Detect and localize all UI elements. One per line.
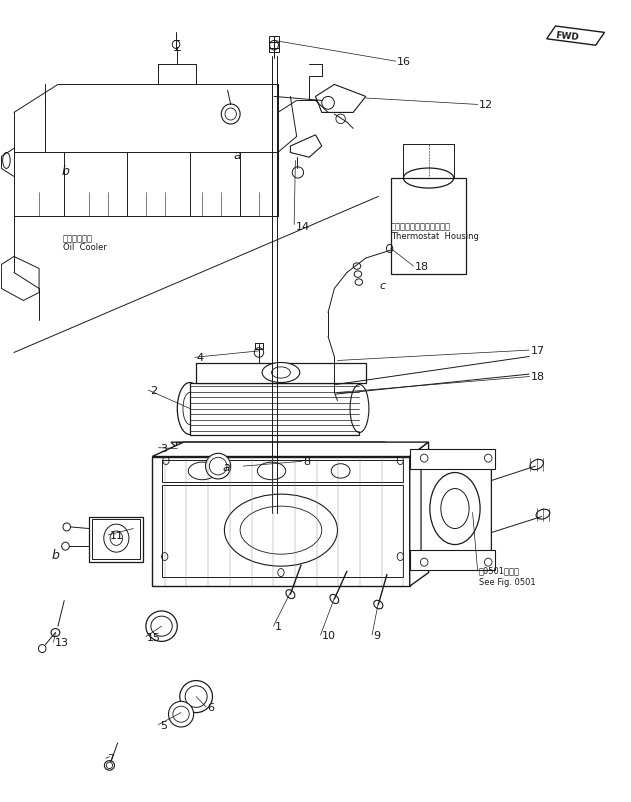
Polygon shape	[171, 443, 391, 449]
Ellipse shape	[177, 383, 203, 435]
Ellipse shape	[168, 702, 194, 727]
Polygon shape	[152, 457, 410, 586]
Text: 9: 9	[374, 630, 380, 640]
Text: 18: 18	[415, 261, 429, 272]
Bar	[196, 363, 366, 383]
Text: 18: 18	[531, 372, 545, 382]
Text: a: a	[234, 148, 242, 161]
Bar	[162, 485, 403, 577]
Text: サーモスタットハウジング: サーモスタットハウジング	[391, 222, 451, 231]
Text: 5: 5	[160, 719, 167, 730]
Text: 8: 8	[303, 457, 310, 467]
Ellipse shape	[374, 601, 383, 609]
Bar	[162, 460, 403, 483]
Polygon shape	[421, 457, 492, 565]
Text: Thermostat  Housing: Thermostat Housing	[391, 232, 479, 241]
Text: b: b	[61, 164, 69, 177]
Bar	[410, 449, 495, 469]
Text: 17: 17	[531, 346, 545, 355]
Ellipse shape	[146, 611, 177, 642]
Text: 第0501図参照: 第0501図参照	[479, 566, 520, 575]
Text: b: b	[52, 548, 59, 561]
Ellipse shape	[257, 463, 286, 480]
Text: a: a	[223, 460, 230, 473]
Polygon shape	[316, 85, 366, 113]
Text: 2: 2	[150, 386, 156, 395]
Text: 12: 12	[479, 100, 493, 111]
Ellipse shape	[331, 464, 350, 479]
Text: 13: 13	[55, 638, 69, 647]
Bar	[176, 443, 387, 456]
Text: FWD: FWD	[555, 31, 579, 42]
Text: Oil  Cooler: Oil Cooler	[63, 243, 107, 252]
Bar	[410, 550, 495, 570]
Ellipse shape	[530, 460, 543, 470]
Ellipse shape	[430, 473, 480, 545]
Text: 16: 16	[397, 57, 411, 67]
Text: 6: 6	[208, 702, 215, 712]
Bar	[269, 38, 279, 54]
Text: 3: 3	[160, 444, 167, 453]
Ellipse shape	[103, 525, 129, 553]
Ellipse shape	[350, 385, 369, 433]
Ellipse shape	[180, 681, 213, 713]
Text: 10: 10	[322, 630, 336, 640]
Ellipse shape	[262, 363, 300, 383]
Polygon shape	[1, 257, 39, 301]
Text: 15: 15	[147, 632, 161, 642]
Text: c: c	[380, 281, 386, 291]
Text: 1: 1	[274, 622, 281, 631]
Ellipse shape	[225, 495, 338, 566]
Ellipse shape	[536, 509, 550, 520]
Text: 4: 4	[196, 353, 203, 363]
Polygon shape	[410, 443, 428, 586]
Bar	[391, 179, 466, 275]
Bar	[190, 383, 360, 435]
Ellipse shape	[206, 454, 231, 480]
Text: 14: 14	[295, 222, 310, 232]
Text: See Fig. 0501: See Fig. 0501	[479, 577, 536, 586]
Polygon shape	[152, 443, 428, 457]
Polygon shape	[290, 136, 322, 158]
Ellipse shape	[188, 463, 216, 480]
Text: 7: 7	[107, 753, 114, 764]
Text: オイルクーラ: オイルクーラ	[63, 234, 93, 243]
Polygon shape	[546, 27, 604, 47]
Polygon shape	[90, 516, 143, 562]
Bar	[93, 519, 139, 559]
Ellipse shape	[330, 594, 339, 604]
Ellipse shape	[286, 590, 295, 599]
Text: 11: 11	[109, 530, 124, 541]
